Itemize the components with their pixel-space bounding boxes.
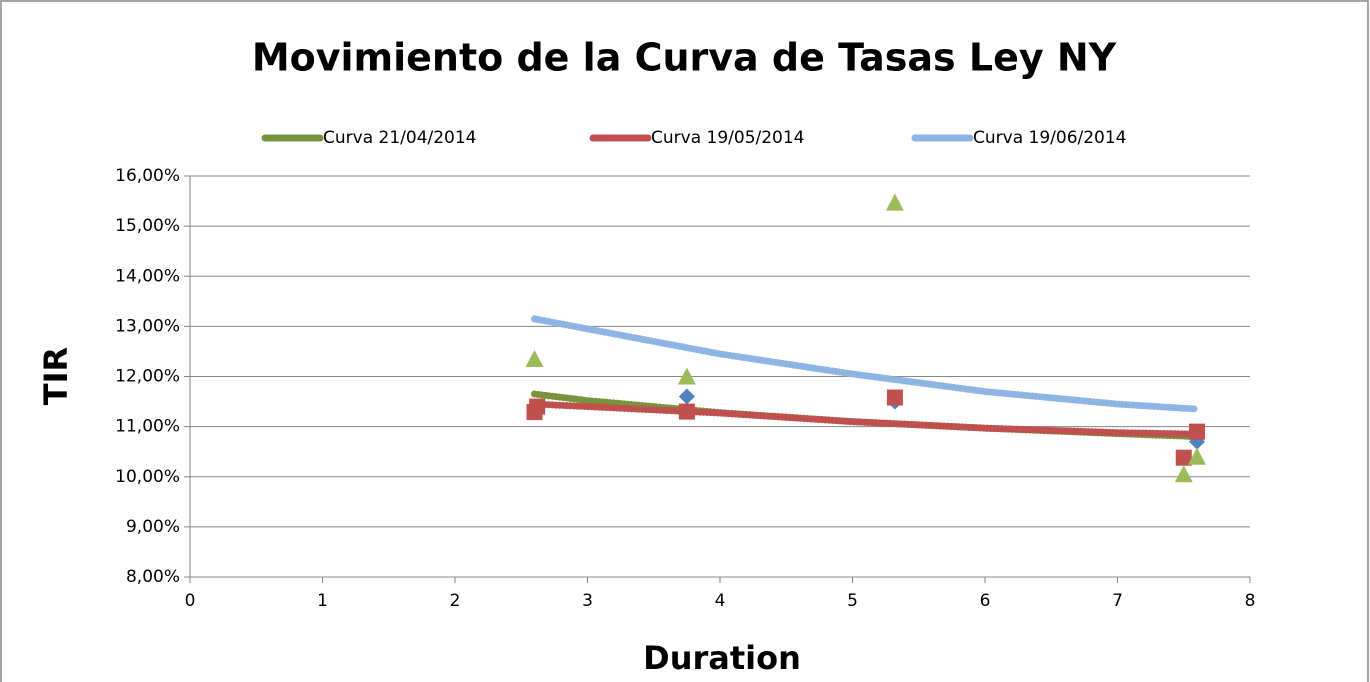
y-tick-label: 10,00% (115, 467, 180, 487)
y-tick-label: 9,00% (126, 517, 180, 537)
x-tick-label: 6 (980, 591, 991, 611)
x-tick-label: 7 (1112, 591, 1123, 611)
marker (678, 388, 695, 405)
y-tick-label: 15,00% (115, 216, 180, 236)
y-tick-label: 8,00% (126, 567, 180, 587)
x-tick-label: 3 (582, 591, 593, 611)
legend-label: Curva 19/06/2014 (973, 128, 1127, 148)
y-tick-label: 16,00% (115, 166, 180, 186)
legend-label: Curva 21/04/2014 (323, 128, 477, 148)
marker (678, 403, 695, 420)
marker (1175, 449, 1192, 466)
y-tick-label: 11,00% (115, 417, 180, 437)
x-tick-label: 2 (450, 591, 461, 611)
trendline (531, 400, 1201, 438)
y-tick-label: 13,00% (115, 316, 180, 336)
chart-title: Movimiento de la Curva de Tasas Ley NY (252, 36, 1117, 80)
x-tick-label: 8 (1245, 591, 1256, 611)
marker (1174, 465, 1193, 483)
x-axis-title: Duration (643, 639, 801, 677)
x-tick-label: 1 (317, 591, 328, 611)
x-tick-label: 4 (715, 591, 726, 611)
marker (677, 367, 696, 385)
marker (885, 193, 904, 211)
marker (525, 349, 544, 367)
y-tick-label: 14,00% (115, 266, 180, 286)
x-tick-label: 5 (847, 591, 858, 611)
y-tick-label: 12,00% (115, 367, 180, 387)
marker (886, 389, 903, 406)
y-axis-title: TIR (37, 347, 75, 405)
marker (1188, 447, 1206, 465)
legend-label: Curva 19/05/2014 (651, 128, 805, 148)
trendline (531, 315, 1201, 413)
marker (1189, 423, 1205, 440)
x-tick-label: 0 (185, 591, 196, 611)
marker (529, 398, 546, 415)
